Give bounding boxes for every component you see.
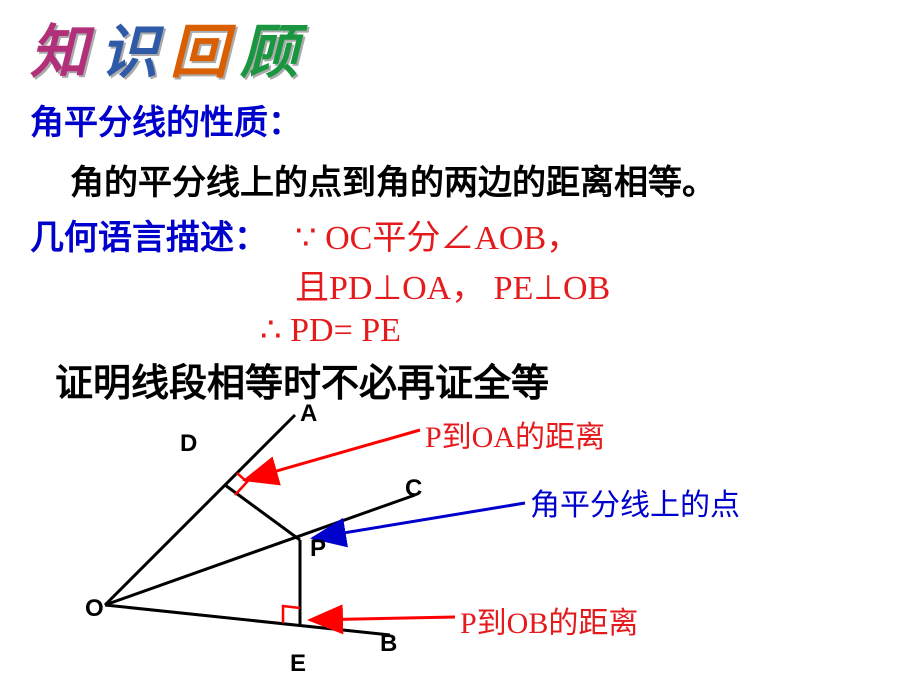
geometry-diagram: O A B C D E P: [85, 395, 785, 685]
page-title: 知识回顾: [30, 5, 310, 89]
point-o: O: [85, 595, 104, 623]
point-c: C: [405, 475, 422, 503]
math-line-3: ∴ PD= PE: [260, 310, 401, 350]
point-a: A: [300, 400, 317, 428]
ray-oa: [105, 415, 295, 605]
title-char-4: 顾: [240, 20, 310, 85]
right-angle-d: [235, 473, 247, 495]
arrow-to-e: [310, 617, 455, 620]
section-heading-1: 角平分线的性质：: [30, 95, 302, 144]
title-char-1: 知: [30, 20, 100, 85]
math-line-1: ∵ OC平分∠AOB，: [295, 210, 580, 259]
point-d: D: [180, 430, 197, 458]
title-char-3: 回: [170, 20, 240, 85]
point-e: E: [290, 650, 306, 678]
title-char-2: 识: [100, 20, 170, 85]
point-b: B: [380, 630, 397, 658]
property-statement: 角的平分线上的点到角的两边的距离相等。: [70, 155, 716, 204]
math-line-2: 且PD⊥OA， PE⊥OB: [295, 260, 610, 309]
section-heading-2: 几何语言描述：: [30, 210, 268, 259]
point-p: P: [310, 535, 326, 563]
right-angle-e: [283, 606, 300, 623]
